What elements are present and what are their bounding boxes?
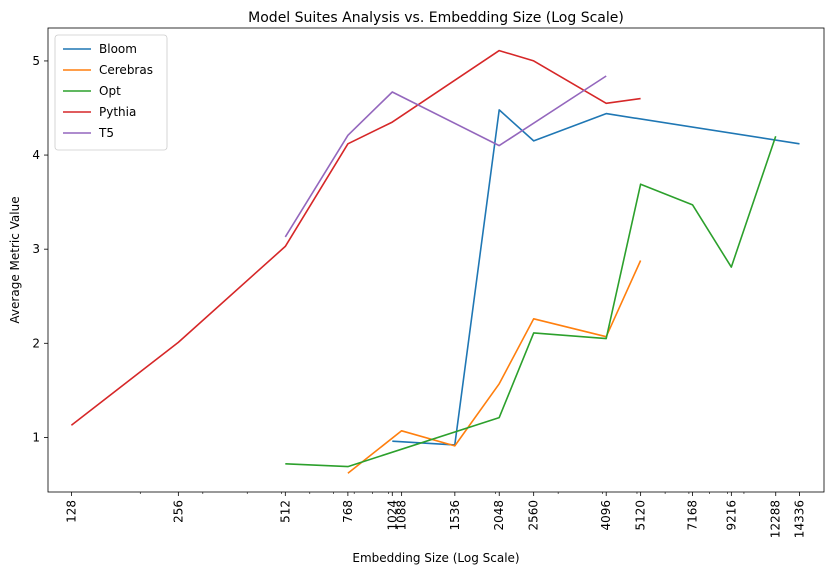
x-tick-label: 512 — [278, 500, 292, 523]
legend-label-pythia: Pythia — [99, 105, 136, 119]
x-tick-label: 1088 — [395, 500, 409, 531]
x-tick-label: 128 — [64, 500, 78, 523]
x-tick-label: 1024 — [385, 500, 399, 531]
series-line-pythia — [70, 49, 641, 426]
series-line-t5 — [284, 75, 607, 238]
series-line-cerebras — [347, 260, 642, 474]
chart-title: Model Suites Analysis vs. Embedding Size… — [248, 10, 624, 26]
x-tick-label: 7168 — [686, 500, 700, 531]
y-tick-label: 3 — [32, 242, 40, 256]
legend-label-cerebras: Cerebras — [99, 63, 153, 77]
legend: Bloom Cerebras Opt Pythia T5 — [54, 34, 168, 151]
legend-label-opt: Opt — [99, 84, 121, 98]
series-lines — [70, 49, 800, 474]
legend-box — [54, 34, 168, 151]
x-tick-label: 1536 — [448, 500, 462, 531]
axes-frame — [47, 27, 825, 493]
legend-label-bloom: Bloom — [99, 42, 137, 56]
series-line-opt — [285, 135, 777, 468]
legend-label-t5: T5 — [98, 126, 114, 140]
y-tick-label: 5 — [32, 54, 40, 68]
x-tick-label: 9216 — [724, 500, 738, 531]
x-tick-label: 5120 — [634, 500, 648, 531]
x-tick-label: 2048 — [492, 500, 506, 531]
x-tick-label: 768 — [341, 500, 355, 523]
x-axis-title: Embedding Size (Log Scale) — [352, 551, 519, 565]
y-tick-label: 1 — [32, 430, 40, 444]
x-tick-label: 256 — [171, 500, 185, 523]
x-tick-label: 2560 — [527, 500, 541, 531]
y-tick-label: 2 — [32, 336, 40, 350]
x-tick-label: 4096 — [599, 500, 613, 531]
y-tick-label: 4 — [32, 148, 40, 162]
y-axis-title: Average Metric Value — [8, 196, 22, 323]
x-tick-label: 14336 — [793, 500, 807, 538]
x-tick-label: 12288 — [769, 500, 783, 538]
y-axis-ticks: 1 2 3 4 5 — [32, 54, 48, 444]
series-line-bloom — [392, 109, 800, 446]
